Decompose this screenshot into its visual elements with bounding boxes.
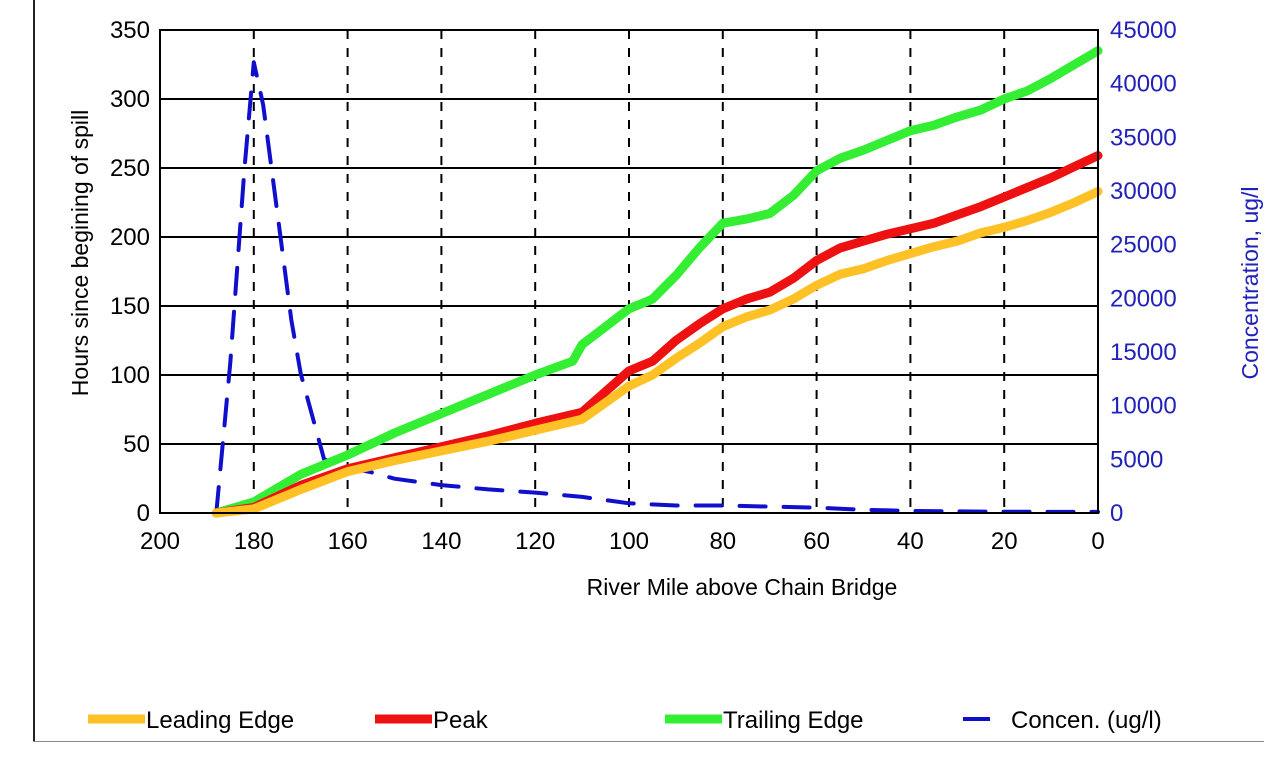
- x-tick-label: 200: [140, 528, 180, 555]
- y-tick-label: 200: [110, 224, 150, 251]
- x-tick-label: 0: [1091, 528, 1104, 555]
- y-tick-label: 150: [110, 293, 150, 320]
- grid: [160, 30, 1098, 513]
- bottom-axis-ticks: 200 180 160 140 120 100 80 60 40 20 0: [140, 528, 1105, 555]
- bottom-window-border: [33, 741, 1264, 742]
- y2-tick-label: 30000: [1110, 178, 1177, 205]
- left-window-border: [33, 0, 35, 742]
- series-line-leading-edge: [211, 187, 1103, 518]
- x-tick-label: 180: [234, 528, 274, 555]
- left-axis-ticks: 0 50 100 150 200 250 300 350: [110, 17, 150, 527]
- y-tick-label: 250: [110, 155, 150, 182]
- legend-label-concen: Concen. (ug/l): [1011, 707, 1162, 734]
- x-tick-label: 40: [897, 528, 924, 555]
- series-line-trailing-edge: [211, 46, 1103, 518]
- y2-tick-label: 25000: [1110, 232, 1177, 259]
- series-layer: [211, 46, 1103, 518]
- legend-label-leading-edge: Leading Edge: [146, 707, 294, 734]
- legend-label-trailing-edge: Trailing Edge: [723, 707, 864, 734]
- y2-tick-label: 0: [1110, 500, 1123, 527]
- y-axis-label: Hours since begining of spill: [67, 110, 93, 396]
- y-tick-label: 100: [110, 362, 150, 389]
- x-tick-label: 120: [515, 528, 555, 555]
- series-line-concentration: [214, 60, 1100, 515]
- y2-tick-label: 5000: [1110, 446, 1163, 473]
- x-tick-label: 20: [991, 528, 1018, 555]
- plot-border: [159, 29, 1099, 514]
- y2-tick-label: 15000: [1110, 339, 1177, 366]
- right-axis-ticks: 0 5000 10000 15000 20000 25000 30000 35000 40000…: [1110, 17, 1177, 527]
- y2-tick-label: 45000: [1110, 17, 1177, 44]
- x-axis-label: River Mile above Chain Bridge: [587, 574, 898, 600]
- legend-item-concen: Concen. (ug/l): [963, 707, 1162, 734]
- x-tick-label: 140: [421, 528, 461, 555]
- y2-tick-label: 40000: [1110, 71, 1177, 98]
- legend-label-peak: Peak: [433, 707, 489, 734]
- y-tick-label: 50: [123, 431, 150, 458]
- legend: Leading Edge Peak Trailing Edge Concen. …: [88, 707, 1162, 734]
- y2-tick-label: 10000: [1110, 393, 1177, 420]
- legend-item-leading-edge: Leading Edge: [88, 707, 294, 734]
- y-tick-label: 0: [137, 500, 150, 527]
- y2-tick-label: 35000: [1110, 124, 1177, 151]
- legend-item-trailing-edge: Trailing Edge: [665, 707, 864, 734]
- x-tick-label: 60: [803, 528, 830, 555]
- x-tick-label: 80: [709, 528, 736, 555]
- y-tick-label: 350: [110, 17, 150, 44]
- y2-tick-label: 20000: [1110, 285, 1177, 312]
- x-tick-label: 160: [328, 528, 368, 555]
- x-tick-label: 100: [609, 528, 649, 555]
- y2-axis-label: Concentration, ug/l: [1237, 186, 1263, 379]
- y-tick-label: 300: [110, 86, 150, 113]
- legend-item-peak: Peak: [375, 707, 489, 734]
